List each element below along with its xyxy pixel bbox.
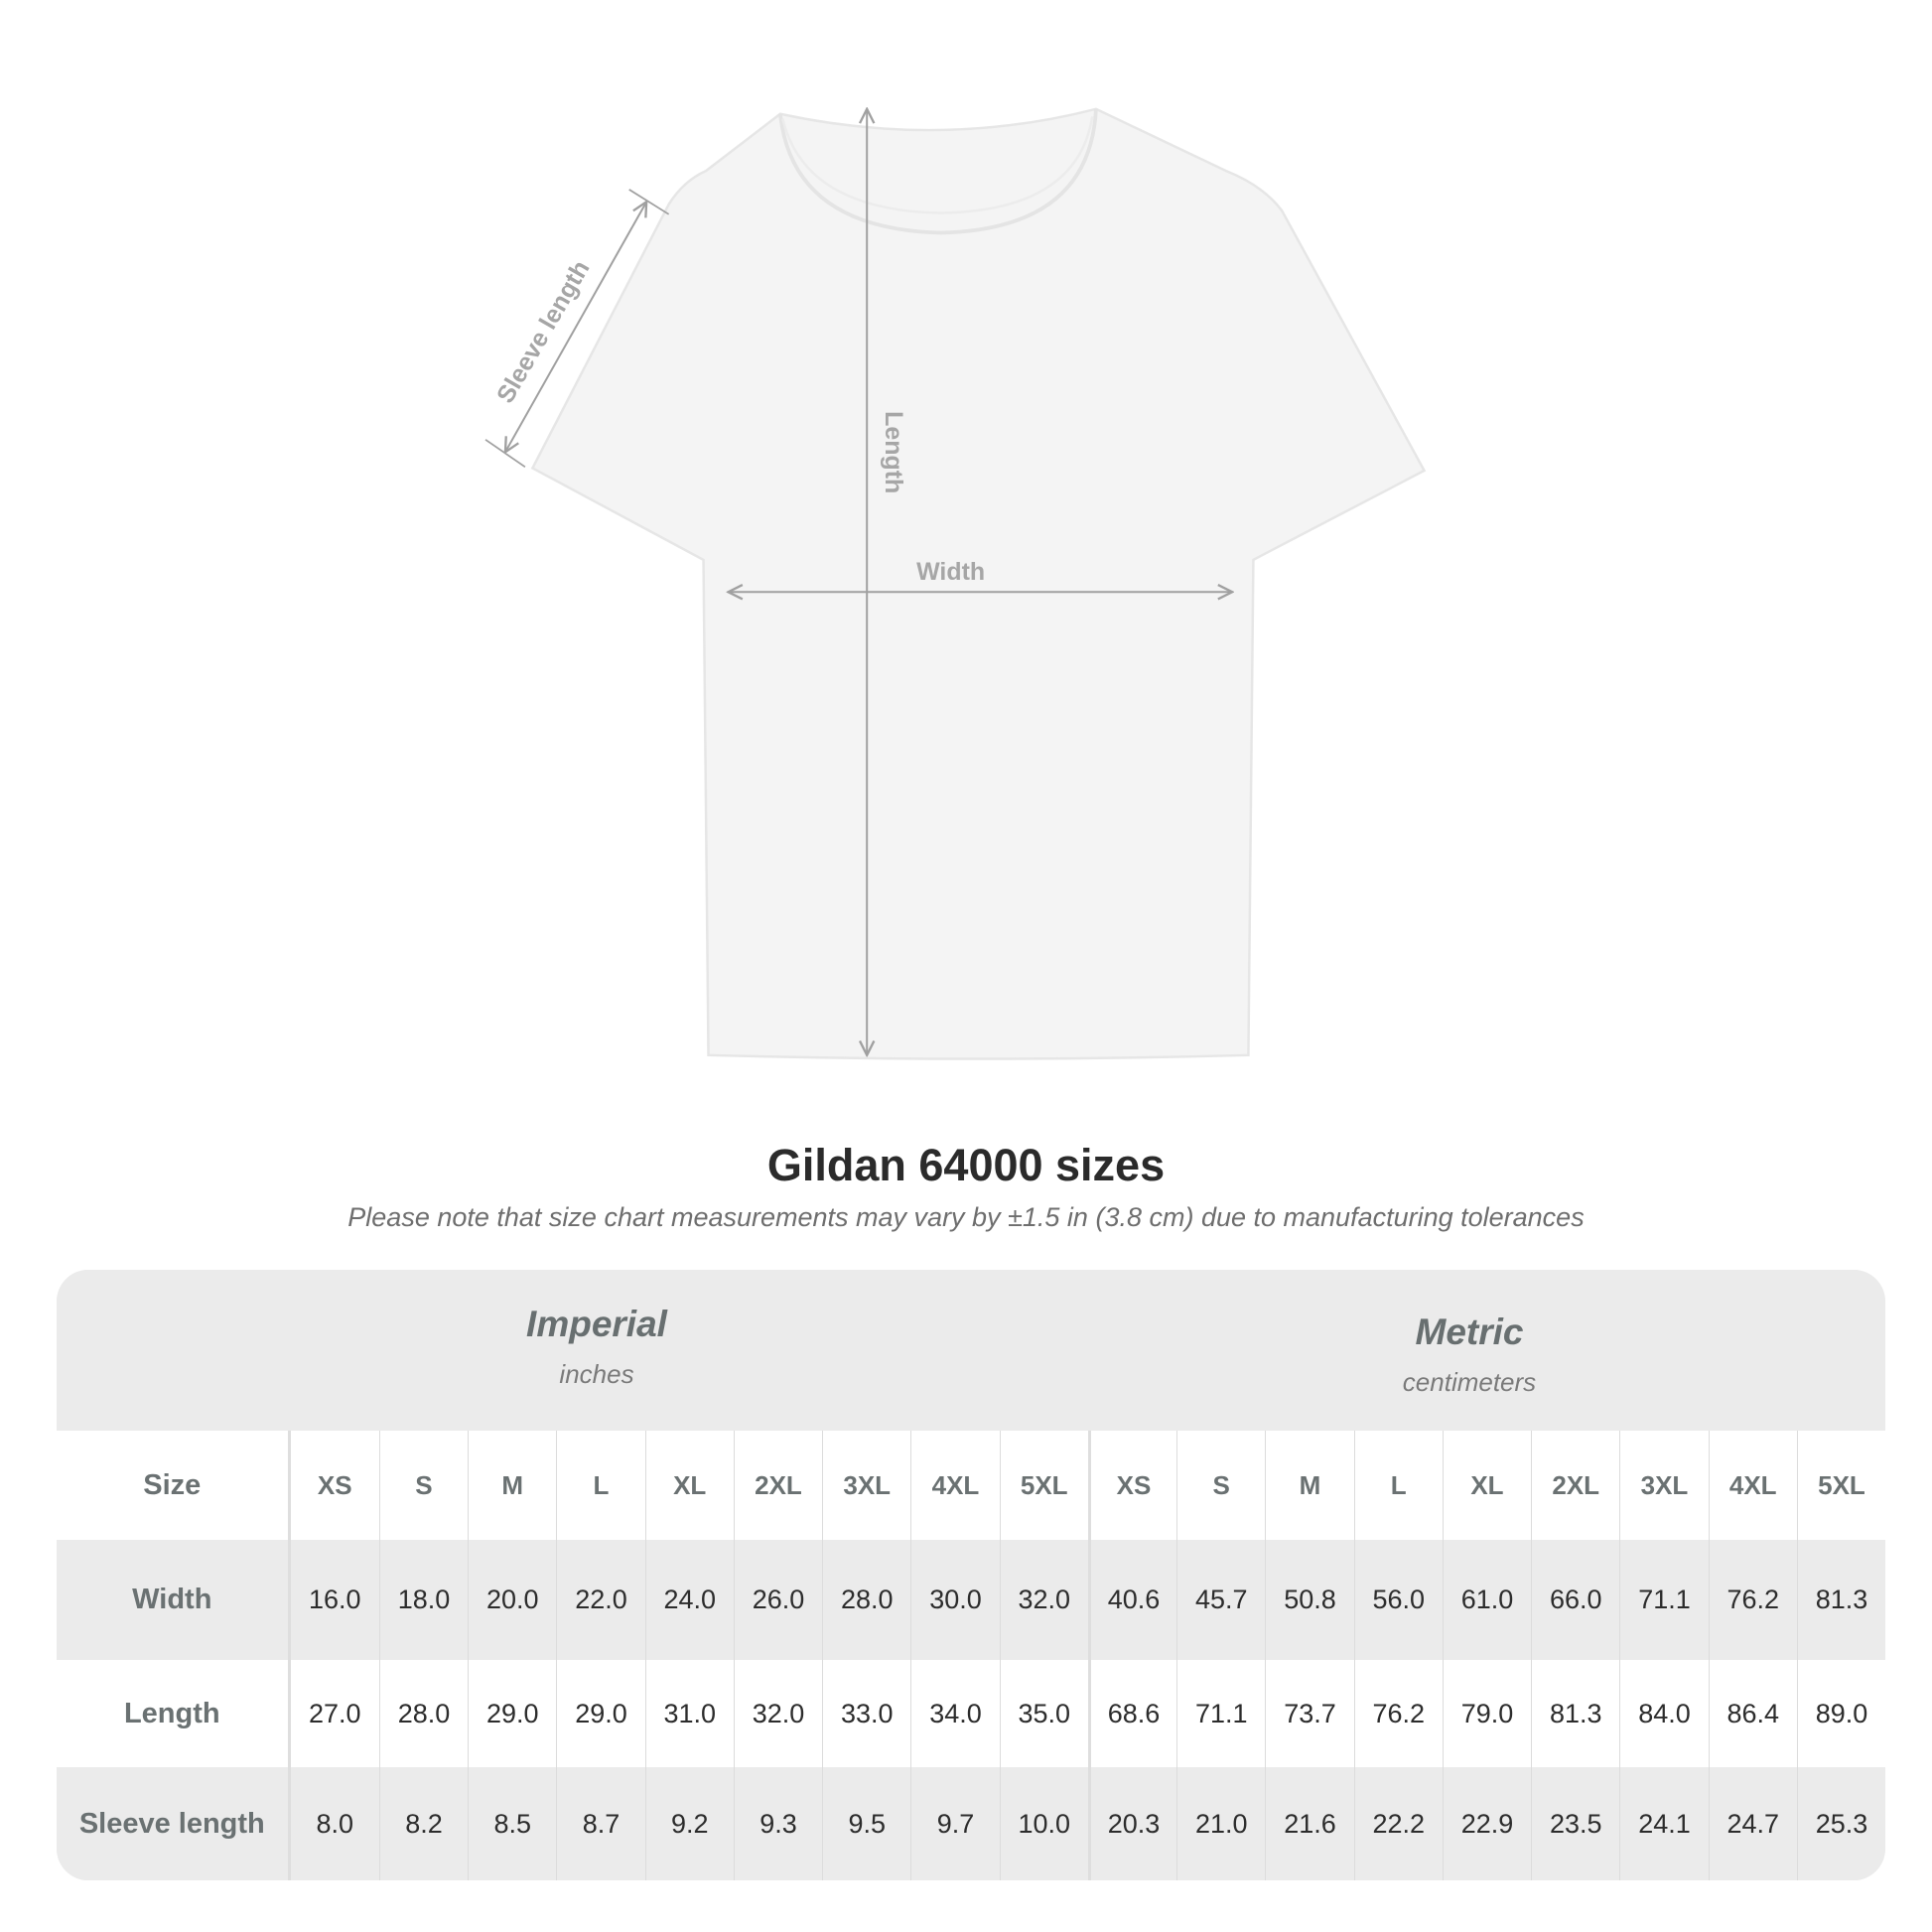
metric-cell-s: 21.0 <box>1176 1767 1265 1880</box>
imperial-cell-xs: XS <box>317 1469 352 1500</box>
imperial-cell-m: 20.0 <box>468 1540 556 1660</box>
row-label: Size <box>57 1431 291 1540</box>
tolerance-note: Please note that size chart measurements… <box>347 1202 1585 1232</box>
tshirt-collar <box>778 108 1098 235</box>
metric-cell-xs: XS <box>1087 1431 1176 1540</box>
imperial-cell-5xl: 10.0 <box>999 1767 1088 1880</box>
imperial-cell-5xl: 5XL <box>999 1431 1088 1540</box>
metric-cell-2xl: 66.0 <box>1531 1540 1619 1660</box>
imperial-cell-s: S <box>378 1431 468 1540</box>
metric-cell-m: 50.8 <box>1265 1540 1353 1660</box>
imperial-cell-xs: 16.0 <box>308 1585 361 1614</box>
metric-cell-xs: 20.3 <box>1087 1767 1176 1880</box>
imperial-cell-4xl: 9.7 <box>910 1767 999 1880</box>
metric-cell-xl: 22.9 <box>1442 1767 1531 1880</box>
imperial-cell-s: 28.0 <box>378 1660 468 1767</box>
imperial-cell-2xl: 32.0 <box>733 1660 822 1767</box>
imperial-cell-3xl: 9.5 <box>822 1767 910 1880</box>
metric-cell-xl: 61.0 <box>1442 1540 1531 1660</box>
width-label: Width <box>916 558 985 586</box>
imperial-cell-xs: 8.0 <box>316 1809 353 1839</box>
metric-cell-xl: 79.0 <box>1442 1660 1531 1767</box>
metric-cell-2xl: 81.3 <box>1531 1660 1619 1767</box>
imperial-cell-l: 29.0 <box>556 1660 644 1767</box>
metric-header: Metric centimeters <box>1221 1311 1718 1398</box>
metric-cell-4xl: 86.4 <box>1708 1660 1797 1767</box>
metric-cell-3xl: 84.0 <box>1619 1660 1708 1767</box>
page-title: Gildan 64000 sizes <box>766 1140 1166 1190</box>
imperial-cell-s: 18.0 <box>378 1540 468 1660</box>
imperial-unit: inches <box>559 1359 634 1389</box>
metric-cell-4xl: 4XL <box>1708 1431 1797 1540</box>
imperial-cell-xl: XL <box>644 1431 734 1540</box>
imperial-cell-2xl: 9.3 <box>733 1767 822 1880</box>
imperial-header: Imperial inches <box>348 1304 845 1390</box>
unit-header: Imperial inches Metric centimeters <box>57 1270 1885 1431</box>
row-label: Sleeve length <box>57 1767 291 1880</box>
length-label: Length <box>880 411 907 493</box>
imperial-cell-3xl: 33.0 <box>822 1660 910 1767</box>
imperial-cell-xl: 24.0 <box>644 1540 734 1660</box>
metric-cell-xs: 68.6 <box>1087 1660 1176 1767</box>
metric-cell-2xl: 2XL <box>1531 1431 1619 1540</box>
imperial-cell-2xl: 2XL <box>733 1431 822 1540</box>
metric-cell-l: 56.0 <box>1353 1540 1443 1660</box>
sleeve-arrow <box>505 202 646 452</box>
metric-cell-5xl: 5XL <box>1796 1431 1885 1540</box>
metric-cell-5xl: 81.3 <box>1796 1540 1885 1660</box>
metric-cell-m: 73.7 <box>1265 1660 1353 1767</box>
row-label: Length <box>57 1660 291 1767</box>
imperial-cell-xl: 31.0 <box>644 1660 734 1767</box>
metric-cell-3xl: 71.1 <box>1619 1540 1708 1660</box>
metric-cell-s: 45.7 <box>1176 1540 1265 1660</box>
metric-cell-2xl: 23.5 <box>1531 1767 1619 1880</box>
imperial-cell-4xl: 4XL <box>910 1431 999 1540</box>
imperial-title: Imperial <box>526 1304 667 1344</box>
imperial-cell-4xl: 34.0 <box>910 1660 999 1767</box>
imperial-cell-m: M <box>468 1431 556 1540</box>
metric-cell-s: 71.1 <box>1176 1660 1265 1767</box>
imperial-cell-4xl: 30.0 <box>910 1540 999 1660</box>
row-label: Width <box>57 1540 291 1660</box>
imperial-cell-l: L <box>556 1431 644 1540</box>
imperial-cell-5xl: 32.0 <box>999 1540 1088 1660</box>
metric-cell-5xl: 89.0 <box>1796 1660 1885 1767</box>
imperial-cell-m: 29.0 <box>468 1660 556 1767</box>
metric-cell-3xl: 24.1 <box>1619 1767 1708 1880</box>
imperial-cell-m: 8.5 <box>468 1767 556 1880</box>
metric-cell-m: M <box>1265 1431 1353 1540</box>
imperial-cell-5xl: 35.0 <box>999 1660 1088 1767</box>
metric-cell-m: 21.6 <box>1265 1767 1353 1880</box>
table-row-width: Width 16.0 18.0 20.0 22.0 24.0 26.0 28.0 30.0 32.… <box>57 1540 1885 1660</box>
metric-title: Metric <box>1415 1311 1524 1352</box>
metric-cell-l: 22.2 <box>1353 1767 1443 1880</box>
imperial-cell-s: 8.2 <box>378 1767 468 1880</box>
metric-cell-xs: 40.6 <box>1087 1540 1176 1660</box>
metric-cell-l: 76.2 <box>1353 1660 1443 1767</box>
metric-cell-3xl: 3XL <box>1619 1431 1708 1540</box>
imperial-cell-l: 8.7 <box>556 1767 644 1880</box>
size-table: Imperial inches Metric centimeters Size X… <box>57 1270 1885 1880</box>
imperial-cell-3xl: 3XL <box>822 1431 910 1540</box>
imperial-cell-xs: 27.0 <box>308 1698 361 1728</box>
imperial-cell-3xl: 28.0 <box>822 1540 910 1660</box>
imperial-cell-xl: 9.2 <box>644 1767 734 1880</box>
imperial-cell-2xl: 26.0 <box>733 1540 822 1660</box>
metric-cell-l: L <box>1353 1431 1443 1540</box>
table-row-sleeve-length: Sleeve length 8.0 8.2 8.5 8.7 9.2 9.3 9.5 9.7 10.… <box>57 1767 1885 1880</box>
imperial-cell-l: 22.0 <box>556 1540 644 1660</box>
metric-cell-4xl: 76.2 <box>1708 1540 1797 1660</box>
table-row-size: Size XS S M L XL 2XL 3XL 4XL 5XL XS S M L XL 2XL 3XL 4XL 5… <box>57 1431 1885 1540</box>
metric-cell-s: S <box>1176 1431 1265 1540</box>
metric-unit: centimeters <box>1402 1367 1537 1397</box>
metric-cell-5xl: 25.3 <box>1796 1767 1885 1880</box>
metric-cell-4xl: 24.7 <box>1708 1767 1797 1880</box>
metric-cell-xl: XL <box>1442 1431 1531 1540</box>
table-row-length: Length 27.0 28.0 29.0 29.0 31.0 32.0 33.0 34.0 35… <box>57 1660 1885 1767</box>
